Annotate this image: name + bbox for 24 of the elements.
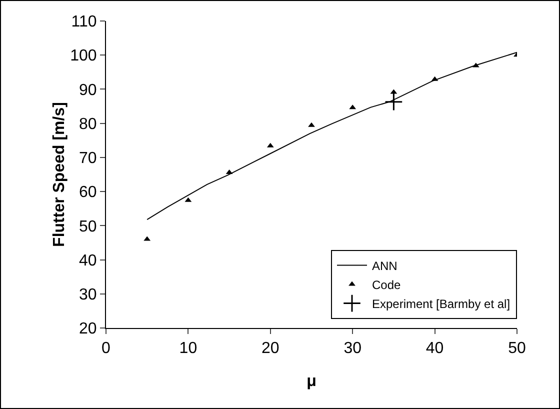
y-tick-label: 100 — [70, 48, 97, 65]
x-tick-label: 10 — [179, 340, 198, 358]
y-tick-label: 30 — [79, 286, 97, 304]
point — [384, 92, 403, 111]
legend-label: ANN — [372, 258, 398, 273]
x-tick-label: 40 — [426, 340, 444, 358]
x-tick-label: 30 — [344, 340, 362, 358]
y-tick-label: 20 — [79, 320, 97, 338]
y-tick-label: 110 — [71, 14, 97, 31]
point — [308, 122, 315, 127]
y-axis-title: Flutter Speed [m/s] — [51, 102, 68, 247]
x-tick-label: 20 — [262, 340, 280, 358]
x-tick-label: 50 — [508, 340, 526, 358]
y-tick-label: 60 — [79, 184, 97, 202]
y-tick-label: 40 — [79, 252, 97, 270]
y-tick-label: 50 — [79, 218, 97, 236]
legend-label: Code — [372, 278, 402, 292]
y-tick-label: 70 — [79, 150, 97, 168]
x-tick-label: 0 — [102, 340, 111, 358]
y-tick-label: 80 — [79, 116, 97, 133]
y-tick-label: 90 — [79, 82, 97, 99]
line-series — [146, 52, 517, 220]
x-axis-title: μ — [306, 373, 316, 390]
legend-label: Experiment [Barmby et al] — [372, 296, 510, 311]
